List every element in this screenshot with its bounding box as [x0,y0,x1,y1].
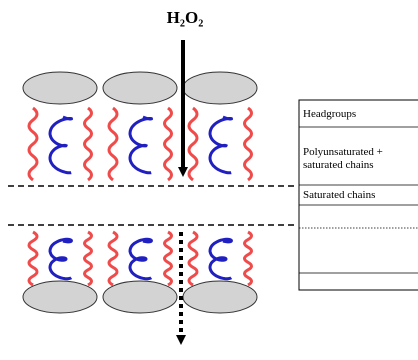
headgroup [183,72,257,104]
saturated-chain [109,232,117,285]
polyunsaturated-chain [50,239,71,278]
diagram: H₂O₂ Headgroups Polyunsaturated + satura… [0,0,418,360]
polyunsaturated-chain [130,239,151,278]
membrane-drawing [0,0,418,360]
headgroup [183,281,257,313]
saturated-chain [245,232,252,285]
saturated-chain [29,232,37,285]
chains [29,108,252,285]
legend-label: Polyunsaturated + saturated chains [303,146,415,172]
headgroup [23,281,97,313]
reagent-label: H₂O₂ [140,8,230,28]
saturated-chain [245,108,252,180]
saturated-chain [85,108,92,180]
legend-label: Saturated chains [303,189,375,202]
polyunsaturated-chain [210,239,231,278]
legend-label: Headgroups [303,108,356,121]
saturated-chain [85,232,92,285]
saturated-chain [189,232,197,285]
polyunsaturated-chain [50,117,71,173]
headgroup [23,72,97,104]
saturated-chain [29,108,37,180]
polyunsaturated-chain [130,117,151,173]
headgroup [103,281,177,313]
saturated-chain [165,108,172,180]
saturated-chain [109,108,117,180]
saturated-chain [189,108,197,180]
polyunsaturated-chain [210,117,231,173]
headgroup [103,72,177,104]
saturated-chain [165,232,172,285]
